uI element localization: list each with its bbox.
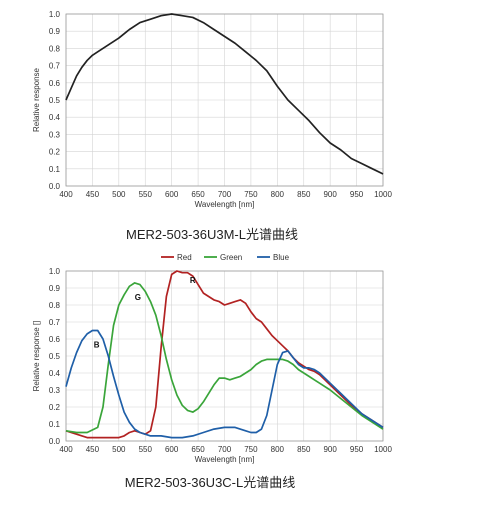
chart1-x-tick-label: 550	[139, 190, 153, 199]
chart2-y-tick-label: 0.0	[49, 437, 61, 446]
chart1-y-tick-label: 0.2	[49, 148, 61, 157]
chart2-x-tick-label: 1000	[374, 445, 392, 454]
chart1-x-tick-label: 700	[218, 190, 232, 199]
chart2-y-tick-label: 0.2	[49, 403, 61, 412]
chart2-y-tick-label: 0.3	[49, 386, 61, 395]
chart2-y-tick-label: 0.9	[49, 284, 61, 293]
chart1-y-tick-label: 0.3	[49, 130, 61, 139]
legend-label-red: Red	[177, 253, 192, 262]
mono-spectral-chart: 400 450 500 550 600 650 700 750 800 850 900 950 1000…	[32, 10, 392, 209]
chart2-x-axis-label: Wavelength [nm]	[195, 455, 255, 464]
legend-label-green: Green	[220, 253, 242, 262]
chart1-series-response-line	[65, 13, 384, 175]
color-spectral-chart: 400 450 500 550 600 650 700 750 800 850 900 950 1000…	[32, 253, 392, 464]
chart2-y-tick-label: 0.1	[49, 420, 61, 429]
chart2-x-tick-label: 400	[59, 445, 73, 454]
chart2-x-tick-label: 700	[218, 445, 232, 454]
chart2-x-tick-label: 950	[350, 445, 364, 454]
chart2-plot-frame	[65, 270, 384, 442]
chart2-y-tick-label: 1.0	[49, 267, 61, 276]
chart1-y-tick-label: 1.0	[49, 10, 61, 19]
chart2-series-green-line	[65, 282, 384, 434]
chart2-annotation-g: G	[135, 293, 141, 302]
chart2-y-axis-label: Relative response []	[32, 321, 41, 392]
chart1-x-axis-label: Wavelength [nm]	[195, 200, 255, 209]
chart1-y-tick-label: 0.7	[49, 62, 61, 71]
color-chart-caption: MER2-503-36U3C-L光谱曲线	[125, 475, 296, 490]
chart2-annotation-r: R	[190, 276, 196, 285]
chart2-x-tick-label: 800	[271, 445, 285, 454]
chart1-y-axis-label: Relative response	[32, 67, 41, 132]
chart2-annotation-b: B	[94, 341, 100, 350]
chart2-x-tick-label: 650	[191, 445, 205, 454]
chart1-x-tick-label: 600	[165, 190, 179, 199]
chart2-x-tick-label: 900	[323, 445, 337, 454]
chart1-y-tick-label: 0.9	[49, 27, 61, 36]
chart2-y-tick-label: 0.6	[49, 335, 61, 344]
chart1-x-tick-label: 500	[112, 190, 126, 199]
chart2-x-tick-label: 450	[86, 445, 100, 454]
chart1-y-tick-label: 0.4	[49, 113, 61, 122]
chart2-y-tick-label: 0.4	[49, 369, 61, 378]
chart1-x-tick-label: 900	[323, 190, 337, 199]
chart1-y-tick-label: 0.0	[49, 182, 61, 191]
chart1-x-tick-label: 800	[271, 190, 285, 199]
chart1-x-tick-label: 850	[297, 190, 311, 199]
chart2-y-tick-label: 0.7	[49, 318, 61, 327]
chart1-x-tick-label: 750	[244, 190, 258, 199]
mono-chart-caption: MER2-503-36U3M-L光谱曲线	[126, 227, 298, 242]
legend-label-blue: Blue	[273, 253, 290, 262]
chart1-y-tick-label: 0.8	[49, 44, 61, 53]
chart1-y-tick-label: 0.6	[49, 79, 61, 88]
chart2-y-tick-label: 0.5	[49, 352, 61, 361]
chart2-x-tick-label: 550	[139, 445, 153, 454]
chart2-x-tick-label: 600	[165, 445, 179, 454]
chart2-x-tick-label: 750	[244, 445, 258, 454]
chart2-series-red-line	[65, 270, 384, 439]
chart1-y-tick-label: 0.1	[49, 165, 61, 174]
chart1-x-tick-label: 1000	[374, 190, 392, 199]
chart1-x-tick-label: 650	[191, 190, 205, 199]
chart2-y-tick-label: 0.8	[49, 301, 61, 310]
chart1-y-tick-label: 0.5	[49, 96, 61, 105]
chart1-x-tick-label: 400	[59, 190, 73, 199]
chart2-x-tick-label: 500	[112, 445, 126, 454]
chart2-x-tick-label: 850	[297, 445, 311, 454]
chart1-x-tick-label: 450	[86, 190, 100, 199]
chart2-series-blue-line	[65, 329, 384, 439]
chart1-x-tick-label: 950	[350, 190, 364, 199]
